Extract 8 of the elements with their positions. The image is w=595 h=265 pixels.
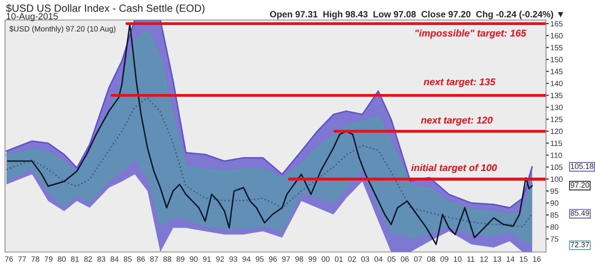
- chart-subtitle: 10-Aug-2015: [6, 13, 58, 22]
- annotation: next target: 135: [424, 78, 496, 88]
- chart-title: $USD US Dollar Index - Cash Settle (EOD): [6, 4, 204, 14]
- text: Open 97.31 High 98.43 Low 97.08 Close 97.20 Chg -0.24 (-0.24%) ▼: [270, 10, 564, 20]
- annotation: "impossible" target: 165: [415, 29, 526, 38]
- annotation: next target: 120: [420, 116, 493, 126]
- annotation: initial target of 100: [411, 164, 497, 174]
- line-series: [6, 97, 533, 228]
